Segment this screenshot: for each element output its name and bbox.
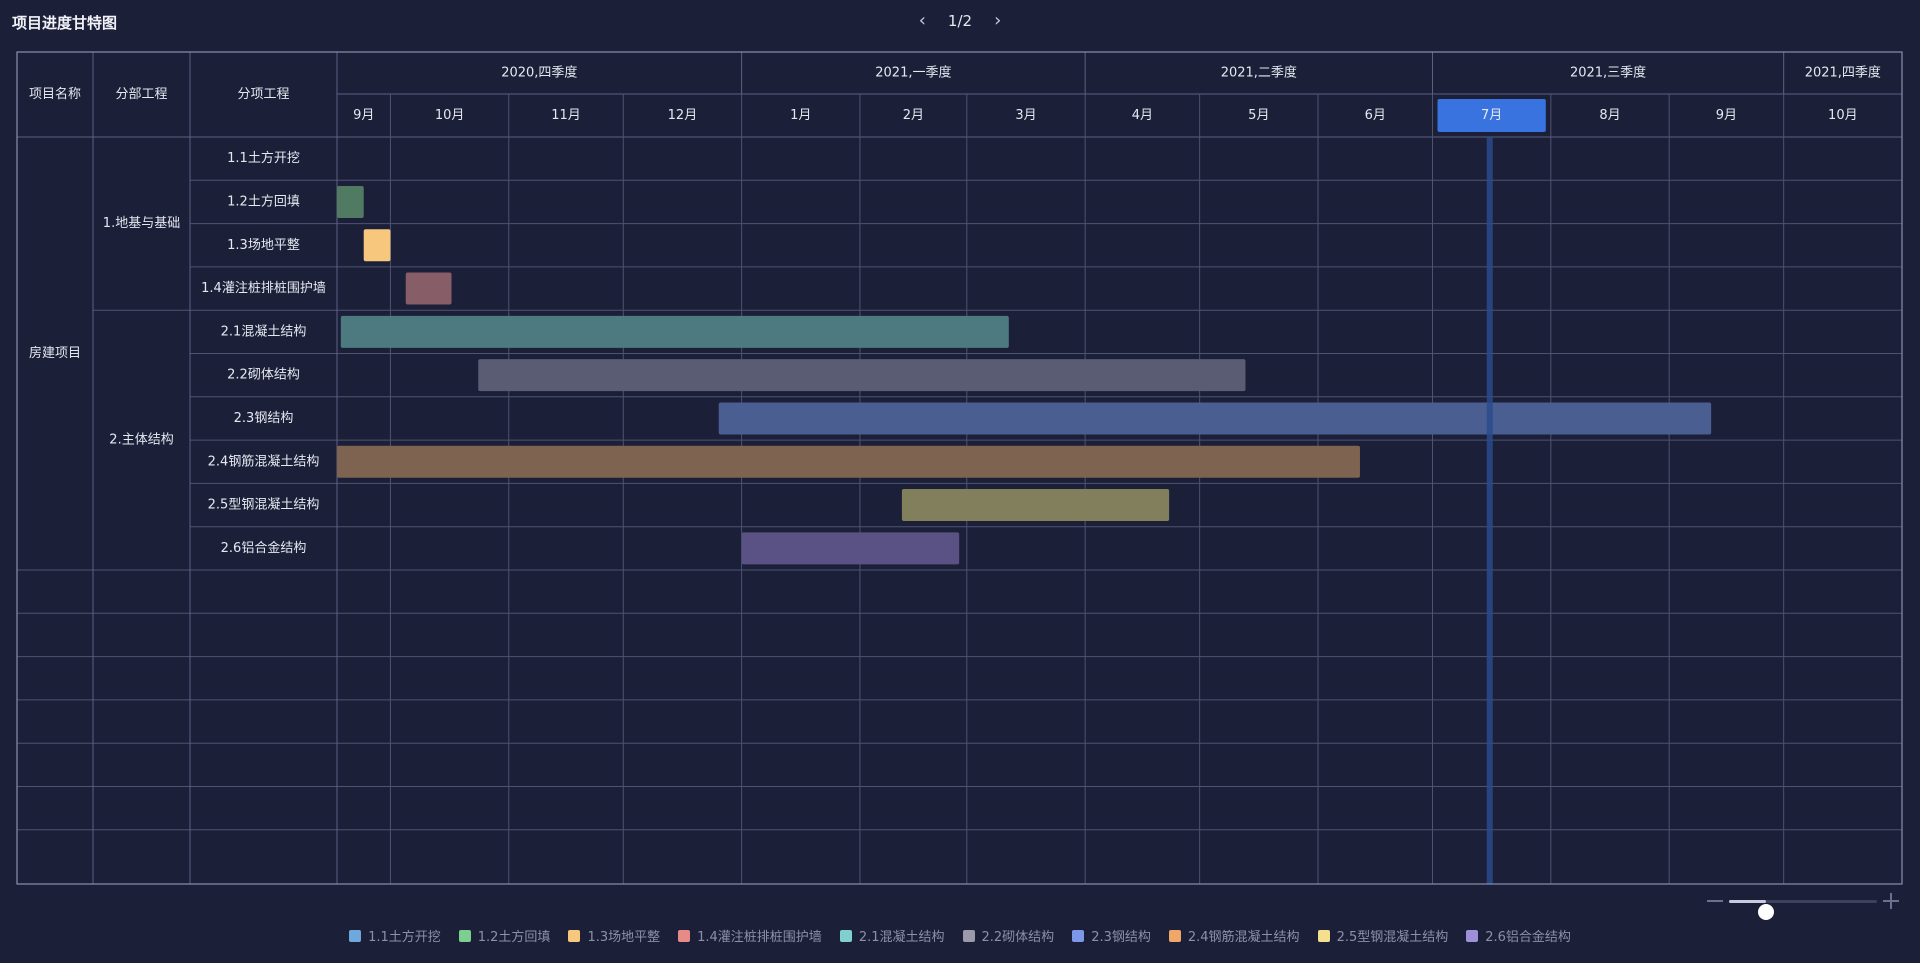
legend-swatch [1168, 929, 1181, 942]
legend-item[interactable]: 2.3钢结构 [1072, 926, 1151, 945]
task-name-cell: 1.1土方开挖 [227, 150, 300, 166]
month-label: 12月 [668, 108, 698, 123]
zoom-slider-fill [1729, 900, 1767, 903]
month-label: 11月 [551, 108, 581, 123]
gantt-chart: 9月 10月 11月 12月 1月 2月 3月 4月 5月 6月 7月 8月 9月 10月 2020,四季度… [16, 51, 1903, 885]
legend-swatch [839, 929, 852, 942]
grid [17, 52, 1902, 884]
legend-label: 1.3场地平整 [587, 930, 661, 945]
chevron-right-icon[interactable]: › [994, 10, 1002, 31]
pager: ‹ 1/2 › [0, 11, 1920, 31]
legend-swatch [1072, 929, 1085, 942]
task-name-cell: 1.3场地平整 [227, 238, 300, 253]
legend-item[interactable]: 2.4钢筋混凝土结构 [1168, 926, 1300, 945]
legend-label: 2.1混凝土结构 [858, 930, 945, 945]
task-bar[interactable] [718, 402, 1712, 435]
month-label: 10月 [1828, 108, 1858, 123]
month-label: 5月 [1248, 108, 1269, 123]
task-name-cell: 2.4钢筋混凝土结构 [208, 453, 320, 469]
legend-label: 1.4灌注桩排桩围护墙 [697, 930, 822, 945]
month-label: 3月 [1015, 108, 1036, 123]
legend-swatch [962, 929, 975, 942]
chevron-left-icon[interactable]: ‹ [918, 10, 926, 31]
month-label: 10月 [435, 108, 465, 123]
division-name-cell: 2.主体结构 [109, 433, 173, 448]
month-label: 4月 [1132, 108, 1153, 123]
task-name-cell: 2.3钢结构 [234, 411, 294, 426]
legend-item[interactable]: 1.2土方回填 [458, 926, 551, 945]
task-name-cell: 2.5型钢混凝土结构 [208, 497, 320, 513]
legend-item[interactable]: 1.1土方开挖 [349, 926, 441, 945]
zoom-out-icon[interactable] [1707, 900, 1723, 902]
month-header: 9月 10月 11月 12月 1月 2月 3月 4月 5月 6月 7月 8月 9月 10月 [353, 99, 1858, 132]
zoom-slider[interactable] [1729, 900, 1877, 920]
month-label: 8月 [1599, 108, 1620, 123]
header-subitem: 分项工程 [237, 87, 289, 102]
zoom-in-icon[interactable] [1883, 893, 1899, 909]
month-label: 1月 [790, 108, 811, 123]
table-border [16, 51, 1903, 885]
legend-swatch [678, 929, 691, 942]
legend-label: 2.3钢结构 [1091, 930, 1151, 945]
quarter-label: 2021,四季度 [1805, 65, 1881, 81]
task-name-cell: 1.4灌注桩排桩围护墙 [201, 281, 326, 296]
quarter-label: 2021,三季度 [1570, 65, 1646, 81]
task-bar[interactable] [405, 272, 452, 305]
legend: 1.1土方开挖 1.2土方回填 1.3场地平整 1.4灌注桩排桩围护墙 2.1混凝土结构… [0, 926, 1920, 945]
task-bar[interactable] [337, 445, 1360, 478]
header-project-name: 项目名称 [29, 86, 81, 102]
month-label: 6月 [1365, 108, 1386, 123]
legend-item[interactable]: 2.1混凝土结构 [839, 926, 945, 945]
quarter-label: 2020,四季度 [501, 65, 577, 81]
page-indicator: 1/2 [947, 12, 973, 30]
legend-item[interactable]: 2.2砌体结构 [962, 926, 1055, 945]
month-label: 9月 [353, 108, 374, 123]
legend-swatch [568, 929, 581, 942]
legend-item[interactable]: 2.5型钢混凝土结构 [1317, 926, 1449, 945]
legend-label: 2.5型钢混凝土结构 [1336, 930, 1449, 945]
zoom-control [1705, 890, 1900, 920]
legend-label: 1.2土方回填 [477, 930, 551, 945]
quarter-header: 2020,四季度 2021,一季度 2021,二季度 2021,三季度 2021,四季度 [501, 65, 1881, 81]
task-bar[interactable] [337, 185, 364, 218]
legend-swatch [349, 929, 362, 942]
task-bar[interactable] [901, 489, 1170, 522]
quarter-label: 2021,一季度 [875, 65, 951, 81]
task-bar[interactable] [741, 532, 960, 565]
zoom-slider-handle[interactable] [1758, 904, 1775, 920]
legend-item[interactable]: 1.3场地平整 [568, 926, 660, 945]
legend-swatch [458, 929, 471, 942]
month-label: 9月 [1716, 108, 1737, 123]
task-bars [337, 185, 1712, 565]
task-bar[interactable] [363, 229, 391, 262]
quarter-label: 2021,二季度 [1221, 65, 1297, 81]
legend-label: 1.1土方开挖 [368, 930, 441, 945]
month-label: 7月 [1481, 108, 1502, 123]
legend-label: 2.4钢筋混凝土结构 [1187, 930, 1300, 945]
task-name-cell: 2.6铝合金结构 [221, 540, 307, 556]
task-bar[interactable] [340, 315, 1009, 348]
highlight-month [1437, 99, 1546, 132]
header-division: 分部工程 [115, 87, 167, 102]
month-label: 2月 [903, 108, 924, 123]
task-name-cell: 2.2砌体结构 [227, 368, 300, 383]
legend-swatch [1317, 929, 1330, 942]
legend-item[interactable]: 1.4灌注桩排桩围护墙 [678, 926, 822, 945]
legend-label: 2.6铝合金结构 [1485, 930, 1571, 945]
page-title: 项目进度甘特图 [12, 14, 118, 32]
legend-item[interactable]: 2.6铝合金结构 [1466, 926, 1571, 945]
project-name-cell: 房建项目 [29, 345, 81, 361]
task-bar[interactable] [478, 359, 1246, 392]
legend-swatch [1466, 929, 1479, 942]
task-name-cell: 2.1混凝土结构 [221, 323, 307, 339]
legend-label: 2.2砌体结构 [981, 930, 1055, 945]
task-name-cell: 1.2土方回填 [227, 193, 300, 209]
today-line [1486, 137, 1493, 884]
division-name-cell: 1.地基与基础 [103, 216, 180, 231]
